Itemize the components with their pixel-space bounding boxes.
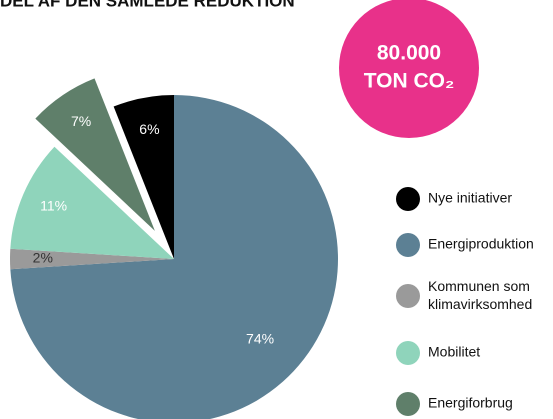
- legend-swatch: [396, 233, 420, 257]
- legend-label: Mobilitet: [428, 344, 480, 360]
- slice-label: 2%: [33, 250, 53, 266]
- legend-swatch: [396, 284, 420, 308]
- slice-label: 6%: [139, 121, 159, 137]
- slice-label: 74%: [246, 331, 274, 347]
- legend-swatch: [396, 392, 420, 416]
- slice-label: 7%: [71, 113, 91, 129]
- pie-slice: [35, 78, 155, 231]
- chart-title: DEL AF DEN SAMLEDE REDUKTION: [0, 0, 295, 10]
- slice-label: 11%: [40, 198, 67, 214]
- legend-label: Kommunen som klimavirksomhed: [428, 278, 532, 312]
- legend-swatch: [396, 187, 420, 211]
- badge-text: TON CO₂: [364, 70, 455, 93]
- legend-label: Nye initiativer: [428, 190, 512, 206]
- badge-text: 80.000: [377, 42, 441, 65]
- badge: [339, 0, 479, 138]
- legend-label: Energiforbrug: [428, 395, 513, 411]
- pie-slice: [10, 146, 174, 259]
- legend-label: Energiproduktion: [428, 236, 534, 252]
- pie-slice: [113, 95, 174, 259]
- pie-slice: [10, 95, 338, 419]
- legend-swatch: [396, 341, 420, 365]
- pie-slice: [9, 248, 174, 270]
